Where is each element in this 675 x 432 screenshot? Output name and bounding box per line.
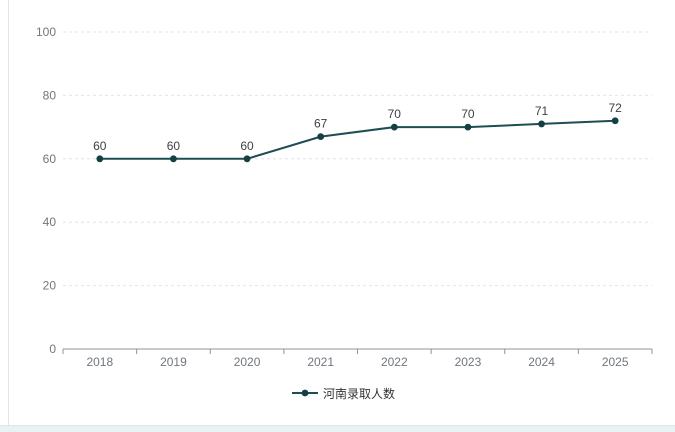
- data-point[interactable]: [170, 155, 177, 163]
- page-background-strip: [0, 425, 675, 432]
- x-axis-label: 2024: [528, 355, 555, 369]
- x-axis-label: 2019: [160, 355, 187, 369]
- series-line: [99, 119, 616, 160]
- line-chart-canvas: 0 20 40 60 80 100 2018 2019 2020 2021 2022 2023 2024…: [36, 25, 653, 369]
- x-axis-label: 2025: [602, 355, 629, 369]
- data-label: 60: [167, 139, 181, 153]
- data-point[interactable]: [464, 123, 472, 131]
- x-axis-label: 2018: [86, 355, 113, 369]
- data-label: 71: [535, 104, 549, 118]
- y-axis-label: 0: [49, 342, 56, 356]
- data-label: 60: [240, 139, 254, 153]
- data-point[interactable]: [317, 133, 325, 141]
- card-left-border: [8, 0, 9, 425]
- y-axis-label: 80: [43, 88, 57, 102]
- data-label: 67: [314, 117, 328, 131]
- data-point[interactable]: [538, 120, 545, 128]
- y-axis-label: 60: [43, 152, 57, 166]
- x-axis-label: 2023: [455, 355, 482, 369]
- data-point[interactable]: [243, 155, 251, 163]
- data-label: 70: [388, 107, 402, 121]
- data-label: 60: [93, 139, 107, 153]
- data-label: 72: [609, 101, 623, 115]
- data-label: 70: [461, 107, 475, 121]
- x-axis-label: 2021: [307, 355, 334, 369]
- x-axis-label: 2022: [381, 355, 408, 369]
- x-axis-label: 2020: [234, 355, 261, 369]
- data-point[interactable]: [96, 155, 104, 163]
- y-axis-label: 40: [43, 215, 57, 229]
- data-point[interactable]: [390, 123, 398, 131]
- legend-label: 河南录取人数: [322, 386, 395, 401]
- legend-line-marker-icon: [291, 389, 318, 397]
- y-axis-label: 20: [43, 279, 57, 293]
- data-point[interactable]: [611, 117, 619, 125]
- legend-marker-dot: [301, 389, 309, 397]
- legend-item[interactable]: 河南录取人数: [0, 384, 675, 402]
- y-axis-label: 100: [36, 25, 56, 39]
